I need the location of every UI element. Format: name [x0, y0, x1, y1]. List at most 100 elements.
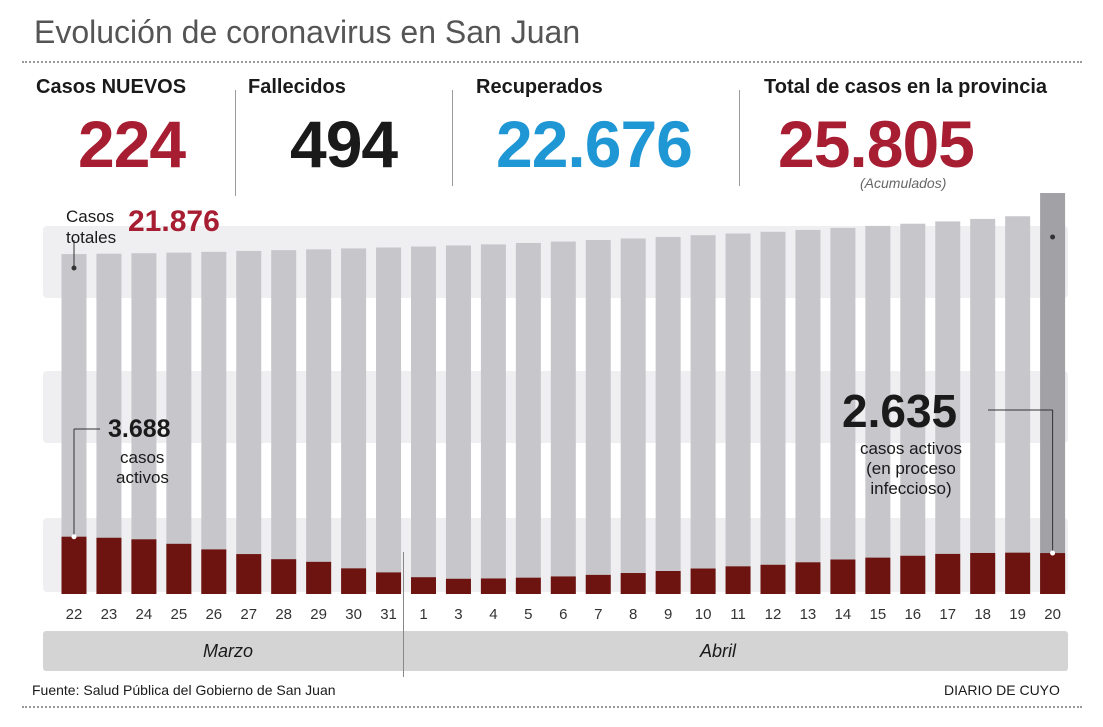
marker-dot [1050, 550, 1056, 556]
activos-final-line1: casos activos [859, 439, 963, 458]
active-cases-bar [306, 561, 332, 594]
x-tick-label: 4 [489, 606, 497, 623]
active-cases-bar [655, 571, 681, 594]
total-cases-bar [131, 253, 157, 595]
active-cases-bar [201, 549, 227, 594]
month-separator [403, 552, 404, 677]
active-cases-bar [480, 578, 506, 594]
x-tick-label: 13 [800, 606, 817, 623]
total-cases-bar [550, 241, 576, 594]
active-cases-bar [935, 553, 961, 594]
marker-dot [1050, 234, 1056, 240]
top-divider [22, 61, 1082, 63]
month-band [43, 631, 1068, 671]
total-cases-bar [970, 218, 996, 594]
total-cases-bar [795, 229, 821, 595]
total-cases-bar [166, 252, 192, 594]
total-cases-bar [690, 235, 716, 594]
activos-final-line2: (en proceso [866, 459, 956, 478]
active-cases-bar [61, 536, 87, 594]
total-cases-bar [900, 223, 926, 595]
x-tick-label: 8 [629, 606, 637, 623]
activos-inicio-line2: activos [116, 468, 169, 487]
active-cases-bar [760, 564, 786, 594]
active-cases-bar [865, 557, 891, 594]
active-cases-bar [795, 562, 821, 594]
x-tick-label: 15 [870, 606, 887, 623]
x-tick-label: 29 [310, 606, 327, 623]
total-cases-bar [271, 250, 297, 594]
total-cases-bar [306, 249, 332, 594]
month-marzo: Marzo [203, 641, 254, 661]
active-cases-bar [166, 543, 192, 594]
total-cases-bar [341, 248, 367, 594]
active-cases-bar [445, 578, 471, 594]
fallecidos-value: 494 [290, 107, 398, 181]
total-cases-bar [655, 236, 681, 594]
active-cases-bar [271, 559, 297, 594]
active-cases-bar [341, 568, 367, 594]
x-tick-label: 6 [559, 606, 567, 623]
total-cases-bar [480, 244, 506, 594]
x-tick-label: 1 [419, 606, 427, 623]
x-tick-label: 20 [1044, 606, 1061, 623]
fallecidos-label: Fallecidos [248, 76, 346, 98]
activos-final-value: 2.635 [842, 385, 958, 437]
active-cases-bar [411, 577, 436, 594]
x-tick-label: 24 [136, 606, 153, 623]
total-cases-bar [411, 246, 436, 594]
x-tick-label: 26 [205, 606, 222, 623]
active-cases-bar [725, 566, 751, 594]
total-cases-bar [620, 238, 646, 595]
brand-credit: DIARIO DE CUYO [944, 682, 1060, 698]
active-cases-bar [96, 537, 122, 594]
casos-totales-label-line2: totales [66, 228, 117, 247]
total-cases-bar [515, 242, 541, 595]
x-tick-label: 25 [171, 606, 188, 623]
separator [739, 90, 740, 186]
total-cases-bar [935, 221, 961, 594]
x-tick-label: 7 [594, 606, 602, 623]
chart-title: Evolución de coronavirus en San Juan [34, 14, 581, 50]
casos-totales-label-line1: Casos [66, 207, 115, 226]
total-cases-bar [1005, 216, 1031, 594]
total-cases-bar [201, 251, 227, 594]
x-tick-label: 16 [904, 606, 921, 623]
x-tick-label: 14 [835, 606, 852, 623]
active-cases-bar [236, 554, 262, 594]
bottom-divider [22, 706, 1082, 708]
total-cases-bar [96, 253, 122, 594]
total-cases-bar [585, 240, 611, 594]
total-casos-label: Total de casos en la provincia [764, 76, 1048, 98]
x-tick-label: 12 [765, 606, 782, 623]
x-tick-label: 9 [664, 606, 672, 623]
separator [452, 90, 453, 186]
active-cases-bar [550, 576, 576, 594]
month-abril: Abril [700, 641, 737, 661]
recuperados-label: Recuperados [476, 76, 603, 98]
active-cases-bar [376, 572, 402, 594]
active-cases-bar [970, 552, 996, 594]
casos-totales-value: 21.876 [128, 205, 220, 238]
x-tick-label: 3 [454, 606, 462, 623]
acumulados-note: (Acumulados) [860, 175, 947, 191]
x-tick-label: 10 [695, 606, 712, 623]
marker-dot [71, 534, 77, 540]
x-tick-label: 28 [275, 606, 292, 623]
casos-nuevos-value: 224 [78, 107, 186, 181]
total-cases-bar [725, 233, 751, 594]
activos-inicio-line1: casos [120, 448, 165, 467]
active-cases-bar [620, 573, 646, 594]
total-cases-bar [830, 227, 856, 594]
active-cases-bar [830, 559, 856, 594]
active-cases-bar [515, 577, 541, 594]
x-tick-label: 31 [380, 606, 397, 623]
activos-inicio-value: 3.688 [108, 415, 171, 443]
x-tick-label: 27 [240, 606, 257, 623]
recuperados-value: 22.676 [496, 107, 693, 181]
total-cases-bar [236, 250, 262, 594]
x-tick-label: 11 [730, 606, 746, 623]
active-cases-bar [900, 555, 926, 594]
total-cases-bar [760, 231, 786, 594]
